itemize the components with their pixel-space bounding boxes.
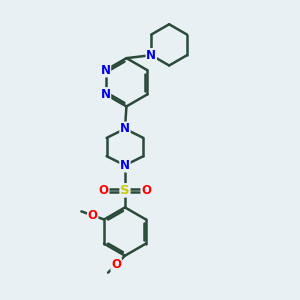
Text: S: S xyxy=(120,184,130,197)
Text: O: O xyxy=(111,258,121,271)
Text: N: N xyxy=(100,64,110,77)
Text: N: N xyxy=(120,159,130,172)
Text: O: O xyxy=(141,184,151,197)
Text: O: O xyxy=(88,209,98,222)
Text: N: N xyxy=(100,88,110,101)
Text: N: N xyxy=(120,122,130,135)
Text: O: O xyxy=(99,184,109,197)
Text: N: N xyxy=(146,49,156,62)
